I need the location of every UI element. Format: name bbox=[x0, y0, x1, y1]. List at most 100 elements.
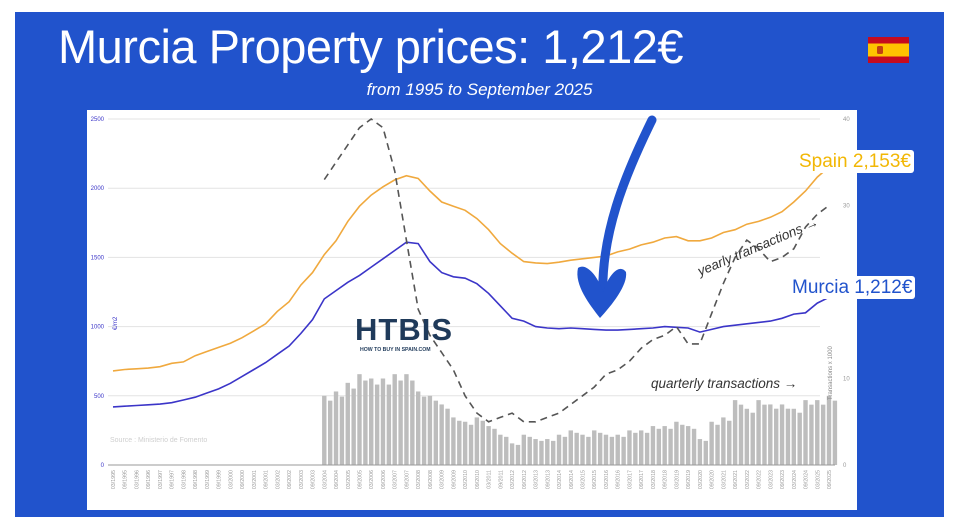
transaction-bar bbox=[674, 421, 679, 465]
transaction-bar bbox=[633, 432, 638, 465]
transaction-bar bbox=[374, 384, 380, 465]
x-axis-tick-label: 09/2007 bbox=[404, 470, 410, 489]
transaction-bar bbox=[539, 440, 544, 465]
transaction-bar bbox=[815, 400, 820, 465]
x-axis-tick-label: 09/2009 bbox=[451, 470, 457, 489]
transaction-bar bbox=[386, 384, 392, 465]
spain-flag-icon bbox=[868, 37, 909, 63]
transaction-bar bbox=[345, 382, 350, 465]
transaction-bar bbox=[738, 404, 744, 465]
transaction-bar bbox=[691, 428, 697, 465]
spain-price-line bbox=[112, 166, 830, 372]
transaction-bar bbox=[732, 400, 738, 465]
right-axis-tick-label: 40 bbox=[843, 117, 850, 123]
transaction-bar bbox=[351, 388, 356, 465]
logo-text: HTBIS bbox=[355, 312, 453, 347]
logo-tagline: HOW TO BUY IN SPAIN.COM bbox=[360, 347, 431, 353]
x-axis-tick-label: 03/1999 bbox=[205, 470, 211, 489]
transaction-bar bbox=[445, 408, 450, 465]
transaction-bar bbox=[727, 420, 732, 465]
left-axis-ticks: 0 500 1000 1500 2000 2500 bbox=[91, 117, 105, 469]
right-axis-ticks: 0 10 30 40 bbox=[843, 117, 850, 469]
transaction-bar bbox=[415, 391, 421, 465]
transaction-bar bbox=[509, 443, 515, 465]
right-axis-tick-label: 0 bbox=[843, 463, 847, 469]
transaction-bar bbox=[597, 432, 603, 465]
x-axis-tick-label: 03/1996 bbox=[135, 470, 141, 489]
x-axis-tick-label: 03/2000 bbox=[228, 470, 234, 489]
transaction-bar bbox=[762, 404, 767, 465]
left-axis-tick-label: 0 bbox=[101, 463, 105, 469]
transaction-bar bbox=[791, 408, 796, 465]
left-axis-tick-label: 1500 bbox=[91, 255, 105, 261]
x-axis-tick-label: 03/2021 bbox=[721, 470, 727, 489]
x-axis-tick-label: 03/2013 bbox=[534, 470, 540, 489]
transaction-bar bbox=[621, 436, 626, 465]
transaction-bar bbox=[568, 430, 573, 465]
transaction-bar bbox=[650, 426, 656, 465]
left-axis-tick-label: 2000 bbox=[91, 186, 105, 192]
transaction-bar bbox=[627, 430, 632, 465]
transaction-bar bbox=[797, 412, 802, 465]
transaction-bar bbox=[709, 421, 714, 465]
x-axis-tick-label: 03/2014 bbox=[557, 470, 563, 489]
x-axis-tick-label: 03/2006 bbox=[369, 470, 375, 489]
transaction-bar bbox=[492, 428, 497, 465]
x-axis-tick-label: 09/2020 bbox=[710, 470, 716, 489]
x-axis-ticks: 03/1995 09/1995 03/1996 09/1996 03/1997 09/19… bbox=[111, 470, 833, 489]
transaction-bar bbox=[803, 400, 808, 465]
page-title: Murcia Property prices: 1,212€ bbox=[58, 20, 684, 73]
transaction-bar bbox=[615, 434, 620, 465]
x-axis-tick-label: 03/2022 bbox=[745, 470, 751, 489]
transaction-bar bbox=[574, 432, 579, 465]
x-axis-tick-label: 09/2003 bbox=[311, 470, 317, 489]
spain-value-label: Spain 2,153€ bbox=[796, 150, 914, 173]
x-axis-tick-label: 03/2018 bbox=[651, 470, 657, 489]
x-axis-tick-label: 09/2016 bbox=[616, 470, 622, 489]
transaction-bar bbox=[457, 420, 462, 465]
x-axis-tick-label: 09/2010 bbox=[475, 470, 481, 489]
transaction-bar bbox=[515, 444, 521, 465]
x-axis-tick-label: 09/2022 bbox=[757, 470, 763, 489]
transaction-bar bbox=[774, 408, 779, 465]
x-axis-tick-label: 03/2012 bbox=[510, 470, 516, 489]
transaction-bar bbox=[433, 400, 439, 465]
transaction-bar bbox=[369, 378, 374, 465]
left-axis-tick-label: 1000 bbox=[91, 325, 105, 331]
transaction-bar bbox=[327, 400, 333, 465]
murcia-value-label: Murcia 1,212€ bbox=[789, 276, 916, 299]
x-axis-tick-label: 03/2015 bbox=[581, 470, 587, 489]
source-label: Source : Ministerio de Fomento bbox=[110, 437, 207, 444]
left-axis-title: €/m2 bbox=[113, 316, 119, 330]
transaction-bar bbox=[427, 395, 433, 465]
transaction-bar bbox=[322, 395, 327, 465]
x-axis-tick-label: 03/2011 bbox=[487, 470, 493, 489]
x-axis-tick-label: 03/1998 bbox=[181, 470, 187, 489]
transaction-bar bbox=[521, 434, 527, 465]
x-axis-tick-label: 09/2025 bbox=[827, 470, 833, 489]
x-axis-tick-label: 09/2013 bbox=[545, 470, 551, 489]
transaction-bar bbox=[451, 417, 456, 465]
x-axis-tick-label: 03/2003 bbox=[299, 470, 305, 489]
x-axis-tick-label: 09/2021 bbox=[733, 470, 739, 489]
transaction-bar bbox=[668, 428, 673, 465]
x-axis-tick-label: 09/2008 bbox=[428, 470, 434, 489]
transaction-bar bbox=[357, 374, 362, 465]
transaction-bar bbox=[486, 426, 491, 465]
x-axis-tick-label: 09/1997 bbox=[170, 470, 176, 489]
transaction-bar bbox=[421, 396, 427, 465]
transaction-bar bbox=[498, 434, 503, 465]
quarterly-transactions-annotation: quarterly transactions → bbox=[651, 376, 797, 391]
price-chart: 0 500 1000 1500 2000 2500 0 10 30 40 03/1995 09/1… bbox=[91, 115, 850, 489]
x-axis-tick-label: 09/2012 bbox=[522, 470, 528, 489]
transaction-bar bbox=[462, 421, 468, 465]
x-axis-tick-label: 09/1995 bbox=[123, 470, 129, 489]
transaction-bar bbox=[410, 380, 415, 465]
x-axis-tick-label: 03/2010 bbox=[463, 470, 469, 489]
transaction-bar bbox=[580, 434, 585, 465]
transaction-bar bbox=[644, 432, 650, 465]
x-axis-tick-label: 03/2019 bbox=[674, 470, 680, 489]
x-axis-tick-label: 03/2001 bbox=[252, 470, 258, 489]
transaction-bar bbox=[339, 396, 345, 465]
transaction-bar bbox=[592, 430, 597, 465]
